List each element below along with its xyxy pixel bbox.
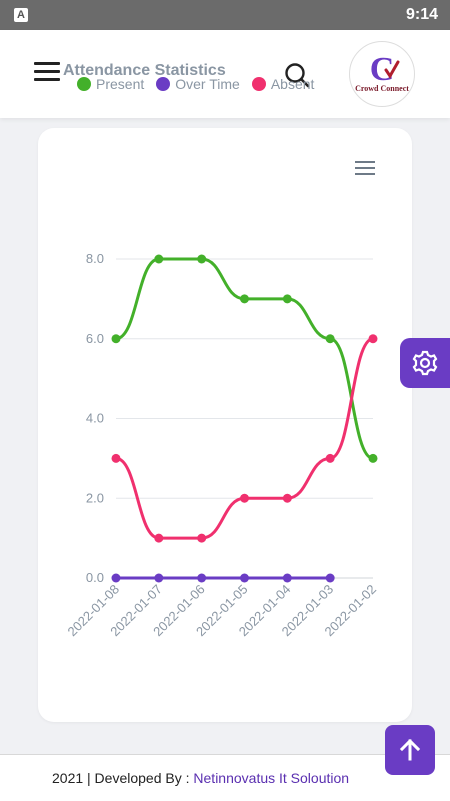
settings-button[interactable] xyxy=(400,338,450,388)
scroll-to-top-button[interactable] xyxy=(385,725,435,775)
legend-dot-absent xyxy=(251,77,266,91)
data-point-present xyxy=(240,294,249,304)
app-header: C Crowd Connect xyxy=(0,30,450,118)
data-point-absent xyxy=(325,453,335,463)
y-tick-label: 8.0 xyxy=(86,251,104,266)
data-point-present xyxy=(368,453,378,463)
footer-prefix: 2021 | Developed By : xyxy=(52,770,194,786)
app-notification-icon: A xyxy=(14,8,28,22)
legend-item-over-time[interactable]: Over Time xyxy=(156,76,240,92)
legend-label-present: Present xyxy=(96,76,145,92)
brand-name: Crowd Connect xyxy=(355,84,409,93)
status-time: 9:14 xyxy=(405,6,438,23)
page-footer: 2021 | Developed By : Netinnovatus It So… xyxy=(0,754,450,801)
legend-dot-present xyxy=(77,77,91,91)
y-tick-label: 4.0 xyxy=(86,411,104,426)
arrow-up-icon xyxy=(399,738,421,761)
data-point-absent xyxy=(240,493,249,503)
data-point-present xyxy=(325,334,335,344)
data-point-over-time xyxy=(197,573,207,583)
status-bar: A 9:14 xyxy=(0,0,450,30)
series-line-absent xyxy=(115,337,374,540)
chart-title: Attendance Statistics xyxy=(63,62,226,79)
data-point-absent xyxy=(154,533,164,543)
logo-mark-icon: C xyxy=(370,51,400,88)
data-point-over-time xyxy=(111,573,121,583)
legend-dot-over-time xyxy=(156,77,171,91)
data-point-absent xyxy=(368,334,378,344)
data-point-over-time xyxy=(282,573,292,583)
brand-logo-avatar[interactable]: C Crowd Connect xyxy=(349,41,415,107)
y-tick-label: 0.0 xyxy=(86,570,104,585)
series-line-present xyxy=(115,257,374,460)
chart-legend: Present Over Time Absent xyxy=(77,76,326,92)
legend-item-absent[interactable]: Absent xyxy=(251,76,315,92)
chart-menu-icon[interactable] xyxy=(355,161,375,177)
data-point-absent xyxy=(111,453,121,463)
footer-credit: 2021 | Developed By : Netinnovatus It So… xyxy=(52,770,349,786)
data-point-present xyxy=(111,334,121,344)
data-point-absent xyxy=(282,493,292,503)
gear-icon xyxy=(412,350,438,376)
attendance-chart-card xyxy=(38,128,412,722)
data-point-over-time xyxy=(325,573,335,583)
search-icon[interactable] xyxy=(282,60,312,90)
legend-label-over-time: Over Time xyxy=(175,76,240,92)
developer-link[interactable]: Netinnovatus It Soloution xyxy=(193,770,350,786)
data-point-absent xyxy=(197,533,207,543)
data-point-present xyxy=(282,294,292,304)
data-point-present xyxy=(154,254,164,264)
legend-label-absent: Absent xyxy=(270,76,315,92)
legend-item-present[interactable]: Present xyxy=(77,76,144,92)
data-point-over-time xyxy=(240,573,249,583)
y-tick-label: 2.0 xyxy=(86,490,104,505)
data-point-present xyxy=(197,254,207,264)
y-tick-label: 6.0 xyxy=(86,331,104,346)
svg-text:C: C xyxy=(370,51,395,86)
hamburger-menu-icon[interactable] xyxy=(34,62,60,84)
data-point-over-time xyxy=(154,573,164,583)
